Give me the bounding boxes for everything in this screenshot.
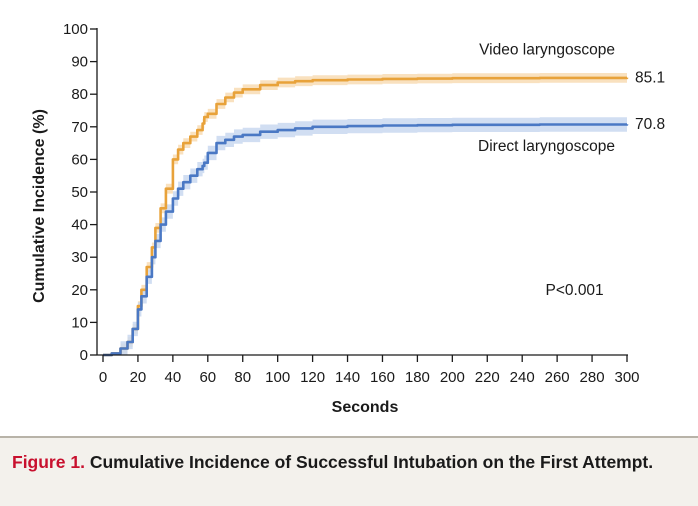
- x-tick-label: 20: [130, 369, 147, 386]
- x-tick-label: 180: [405, 369, 430, 386]
- x-axis-title: Seconds: [332, 399, 399, 416]
- x-tick-label: 60: [199, 369, 216, 386]
- y-tick-label: 50: [71, 184, 88, 201]
- confidence-bands: [103, 72, 627, 355]
- y-tick-label: 60: [71, 151, 88, 168]
- x-tick-label: 200: [440, 369, 465, 386]
- y-tick-label: 30: [71, 249, 88, 266]
- y-axis-title: Cumulative Incidence (%): [31, 109, 48, 303]
- x-axis: 0 20 40 60 80 100 120 140 160 180 200 220 240 260 280 3…: [97, 354, 640, 386]
- y-tick-label: 20: [71, 282, 88, 299]
- y-axis: 0 10 20 30 40 50 60 70 80 90 100: [63, 21, 98, 364]
- x-tick-label: 160: [370, 369, 395, 386]
- x-tick-label: 0: [99, 369, 107, 386]
- caption-label: Figure 1.: [12, 452, 85, 472]
- y-tick-label: 0: [80, 347, 88, 364]
- caption-text: Cumulative Incidence of Successful Intub…: [89, 452, 654, 472]
- chart-labels: Seconds Cumulative Incidence (%) 85.1 Video…: [31, 42, 665, 416]
- direct-laryngoscope-series-label: Direct laryngoscope: [478, 138, 615, 155]
- y-tick-label: 40: [71, 217, 88, 234]
- x-tick-label: 80: [234, 369, 251, 386]
- x-tick-label: 220: [475, 369, 500, 386]
- x-tick-label: 240: [510, 369, 535, 386]
- y-tick-label: 90: [71, 54, 88, 71]
- chart-svg: 0 10 20 30 40 50 60 70 80 90 100 0 20 40 60 80 100 120 14…: [31, 21, 665, 416]
- x-tick-label: 260: [545, 369, 570, 386]
- direct-laryngoscope-end-value: 70.8: [635, 116, 665, 133]
- video-laryngoscope-end-value: 85.1: [635, 70, 665, 87]
- y-tick-label: 10: [71, 314, 88, 331]
- plot-area: 0 10 20 30 40 50 60 70 80 90 100 0 20 40 60 80 100 120 14…: [31, 21, 665, 416]
- direct-laryngoscope-line: [103, 123, 629, 357]
- series-lines: [103, 76, 629, 357]
- y-tick-label: 80: [71, 86, 88, 103]
- y-tick-label: 70: [71, 119, 88, 136]
- x-tick-label: 140: [335, 369, 360, 386]
- x-tick-label: 280: [580, 369, 605, 386]
- x-tick-label: 300: [614, 369, 639, 386]
- y-tick-label: 100: [63, 21, 88, 38]
- video-laryngoscope-series-label: Video laryngoscope: [479, 42, 615, 59]
- x-tick-label: 40: [165, 369, 182, 386]
- video-laryngoscope-confidence-band: [103, 72, 627, 355]
- p-value-annotation: P<0.001: [546, 282, 604, 299]
- x-tick-label: 120: [300, 369, 325, 386]
- x-tick-label: 100: [265, 369, 290, 386]
- figure-caption: Figure 1. Cumulative Incidence of Succes…: [0, 436, 698, 506]
